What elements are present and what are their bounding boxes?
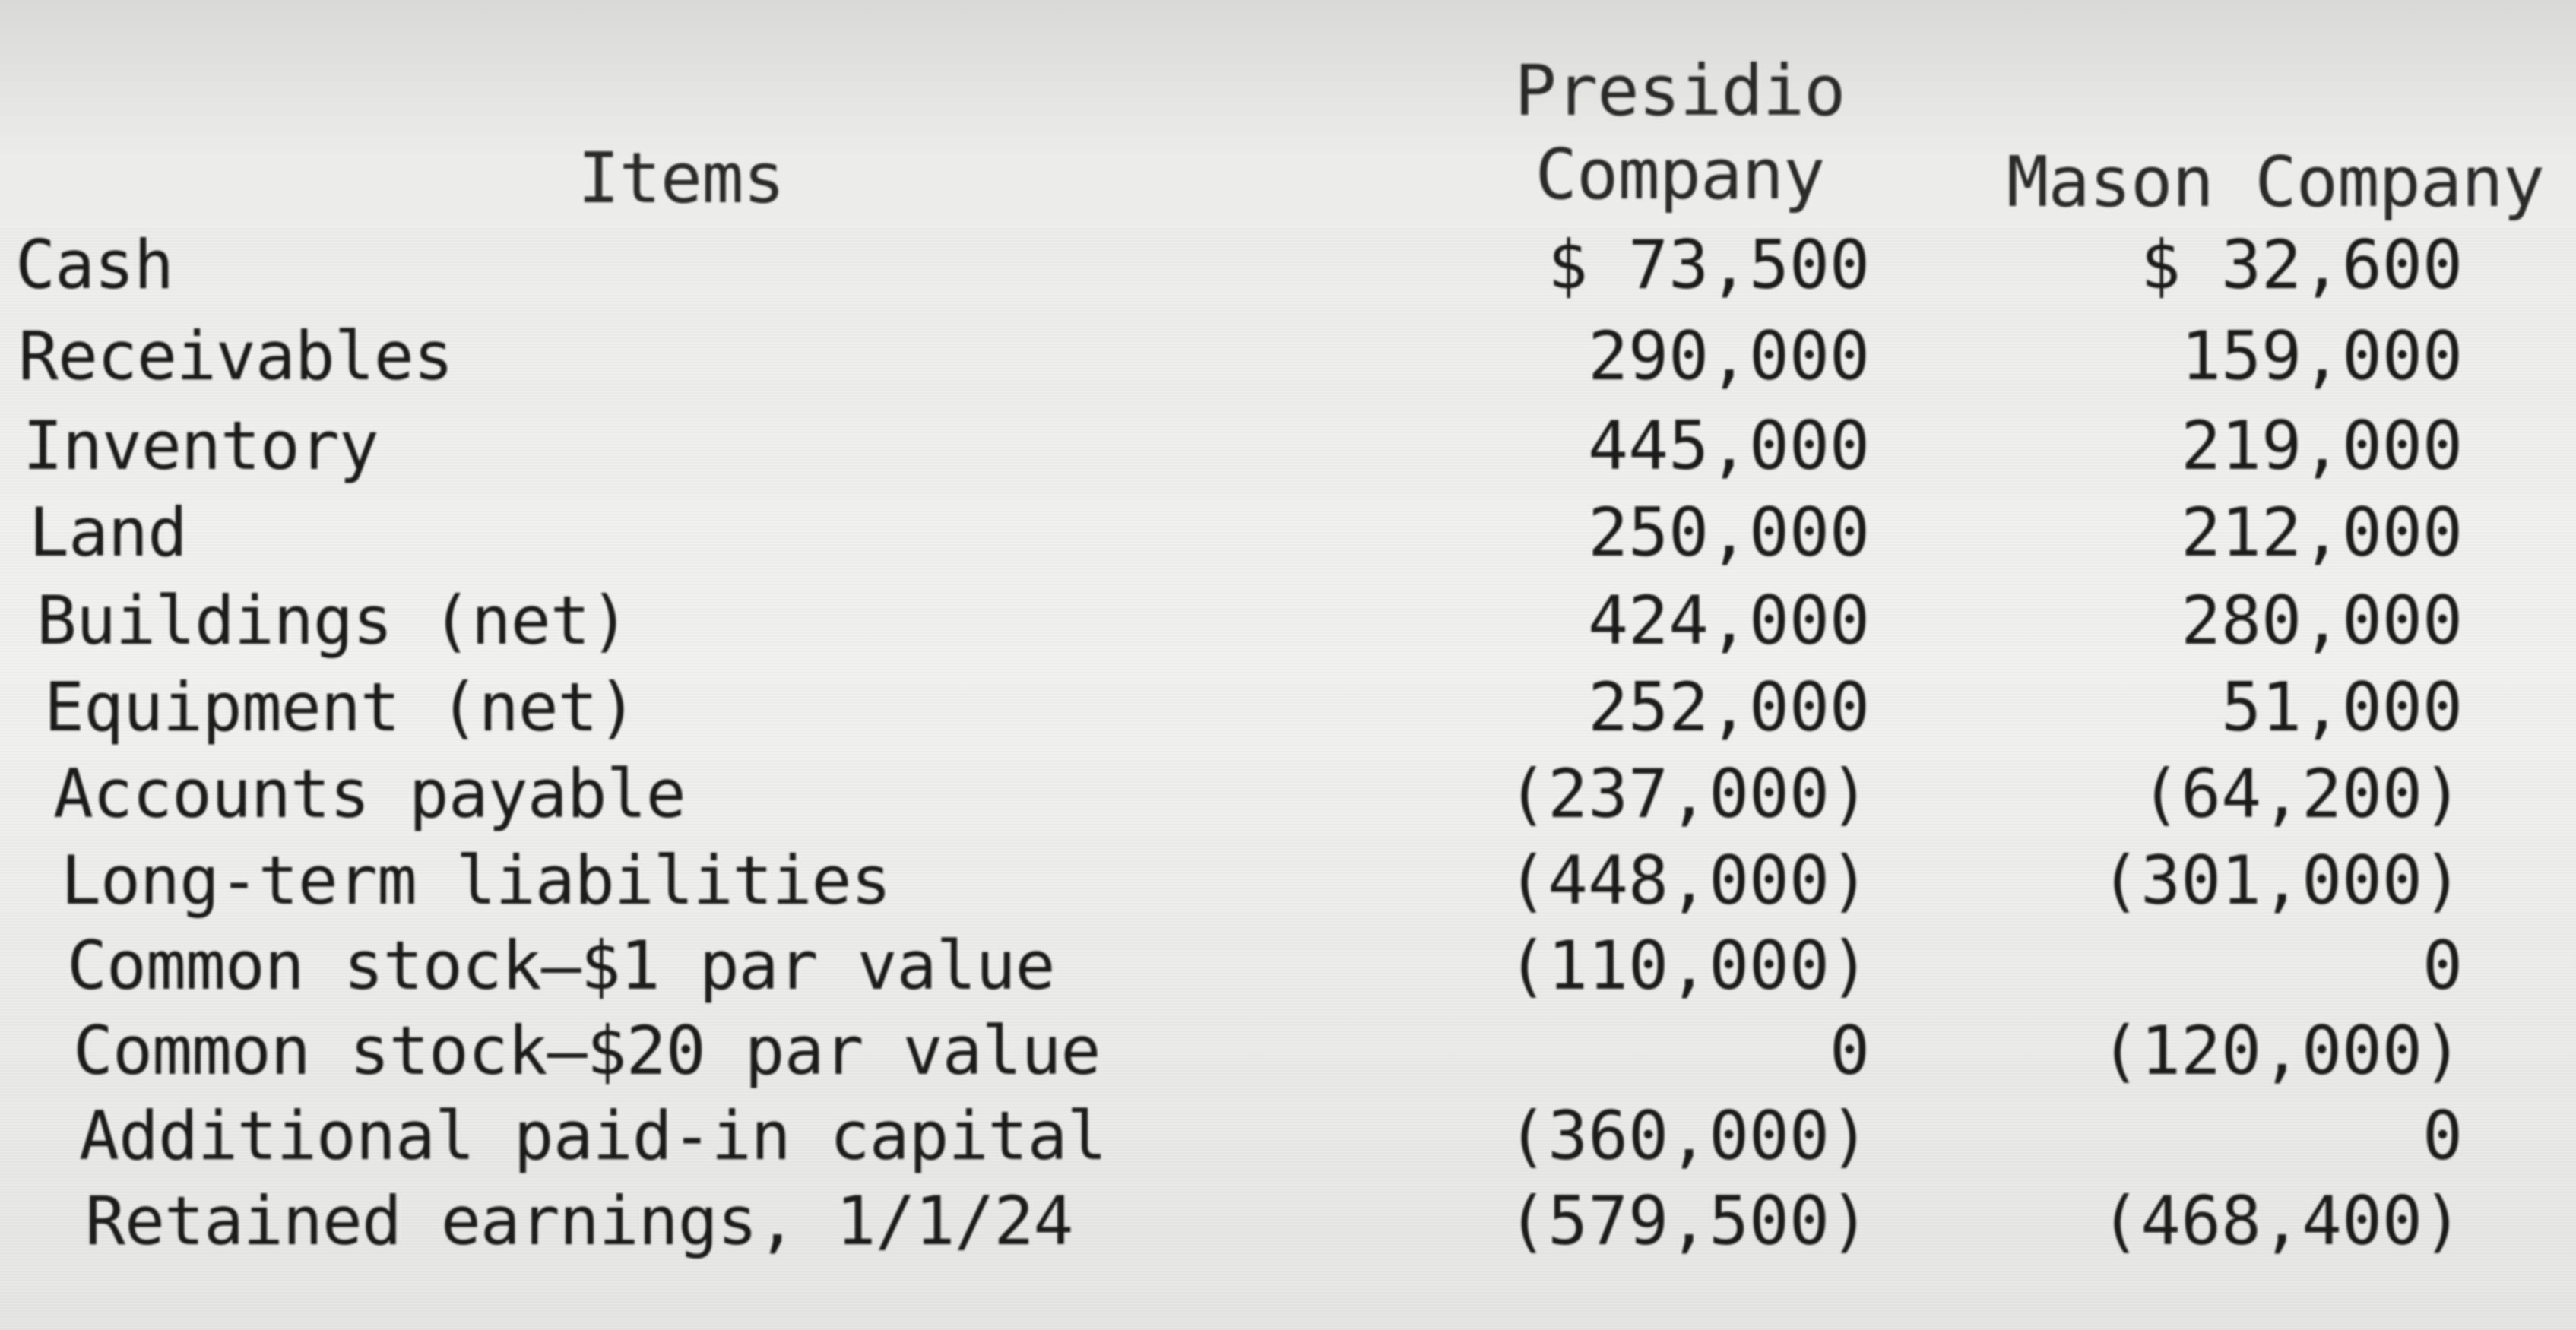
- mason-value: $ 32,600: [2140, 226, 2463, 304]
- row-label: Land: [29, 493, 188, 572]
- presidio-value: (448,000): [1507, 841, 1870, 920]
- mason-value: 51,000: [2221, 668, 2463, 746]
- presidio-value: (579,500): [1507, 1182, 1870, 1260]
- row-label: Equipment (net): [44, 668, 638, 746]
- table-row: Land 250,000 212,000: [0, 488, 2576, 578]
- table-row: Buildings (net) 424,000 280,000: [0, 576, 2576, 666]
- table-row: Common stock–$20 par value 0 (120,000): [0, 1006, 2576, 1096]
- table-row: Accounts payable (237,000) (64,200): [0, 749, 2576, 839]
- presidio-value: 445,000: [1588, 407, 1870, 485]
- presidio-value: 424,000: [1588, 581, 1870, 660]
- mason-value: 280,000: [2181, 581, 2463, 660]
- table-row: Cash $ 73,500 $ 32,600: [0, 220, 2576, 310]
- mason-value: (120,000): [2100, 1012, 2463, 1090]
- presidio-value: 290,000: [1588, 317, 1870, 395]
- row-label: Buildings (net): [36, 581, 630, 660]
- header-presidio-line1: Presidio: [1514, 50, 1846, 131]
- mason-value: (64,200): [2140, 755, 2463, 833]
- presidio-value: (360,000): [1507, 1097, 1870, 1175]
- row-label: Long-term liabilities: [61, 841, 892, 920]
- mason-value: (468,400): [2100, 1182, 2463, 1260]
- header-presidio-company: Presidio Company: [1482, 49, 1877, 217]
- presidio-value: (110,000): [1507, 926, 1870, 1005]
- mason-value: 212,000: [2181, 493, 2463, 572]
- presidio-value: 252,000: [1588, 668, 1870, 746]
- presidio-value: (237,000): [1507, 755, 1870, 833]
- presidio-value: 0: [1830, 1012, 1870, 1090]
- row-label: Cash: [15, 226, 174, 304]
- table-row: Long-term liabilities (448,000) (301,000…: [0, 836, 2576, 926]
- table-row: Inventory 445,000 219,000: [0, 401, 2576, 491]
- row-label: Common stock–$1 par value: [67, 926, 1056, 1005]
- row-label: Inventory: [23, 407, 379, 485]
- table-row: Additional paid-in capital (360,000) 0: [0, 1091, 2576, 1181]
- presidio-value: 250,000: [1588, 493, 1870, 572]
- table-row: Receivables 290,000 159,000: [0, 312, 2576, 401]
- mason-value: 0: [2422, 1097, 2463, 1175]
- presidio-value: $ 73,500: [1548, 226, 1870, 304]
- table-row: Retained earnings, 1/1/24 (579,500) (468…: [0, 1176, 2576, 1266]
- mason-value: (301,000): [2100, 841, 2463, 920]
- row-label: Accounts payable: [53, 755, 686, 833]
- header-presidio-line2: Company: [1535, 134, 1826, 215]
- mason-value: 0: [2422, 926, 2463, 1005]
- table-row: Common stock–$1 par value (110,000) 0: [0, 921, 2576, 1011]
- row-label: Common stock–$20 par value: [73, 1012, 1101, 1090]
- row-label: Receivables: [18, 317, 454, 395]
- row-label: Additional paid-in capital: [79, 1097, 1107, 1175]
- table-row: Equipment (net) 252,000 51,000: [0, 663, 2576, 752]
- mason-value: 219,000: [2181, 407, 2463, 485]
- mason-value: 159,000: [2181, 317, 2463, 395]
- row-label: Retained earnings, 1/1/24: [85, 1182, 1074, 1260]
- header-mason-company: Mason Company: [2007, 141, 2545, 223]
- header-items: Items: [578, 138, 785, 219]
- scanline-overlay: [0, 228, 2576, 1330]
